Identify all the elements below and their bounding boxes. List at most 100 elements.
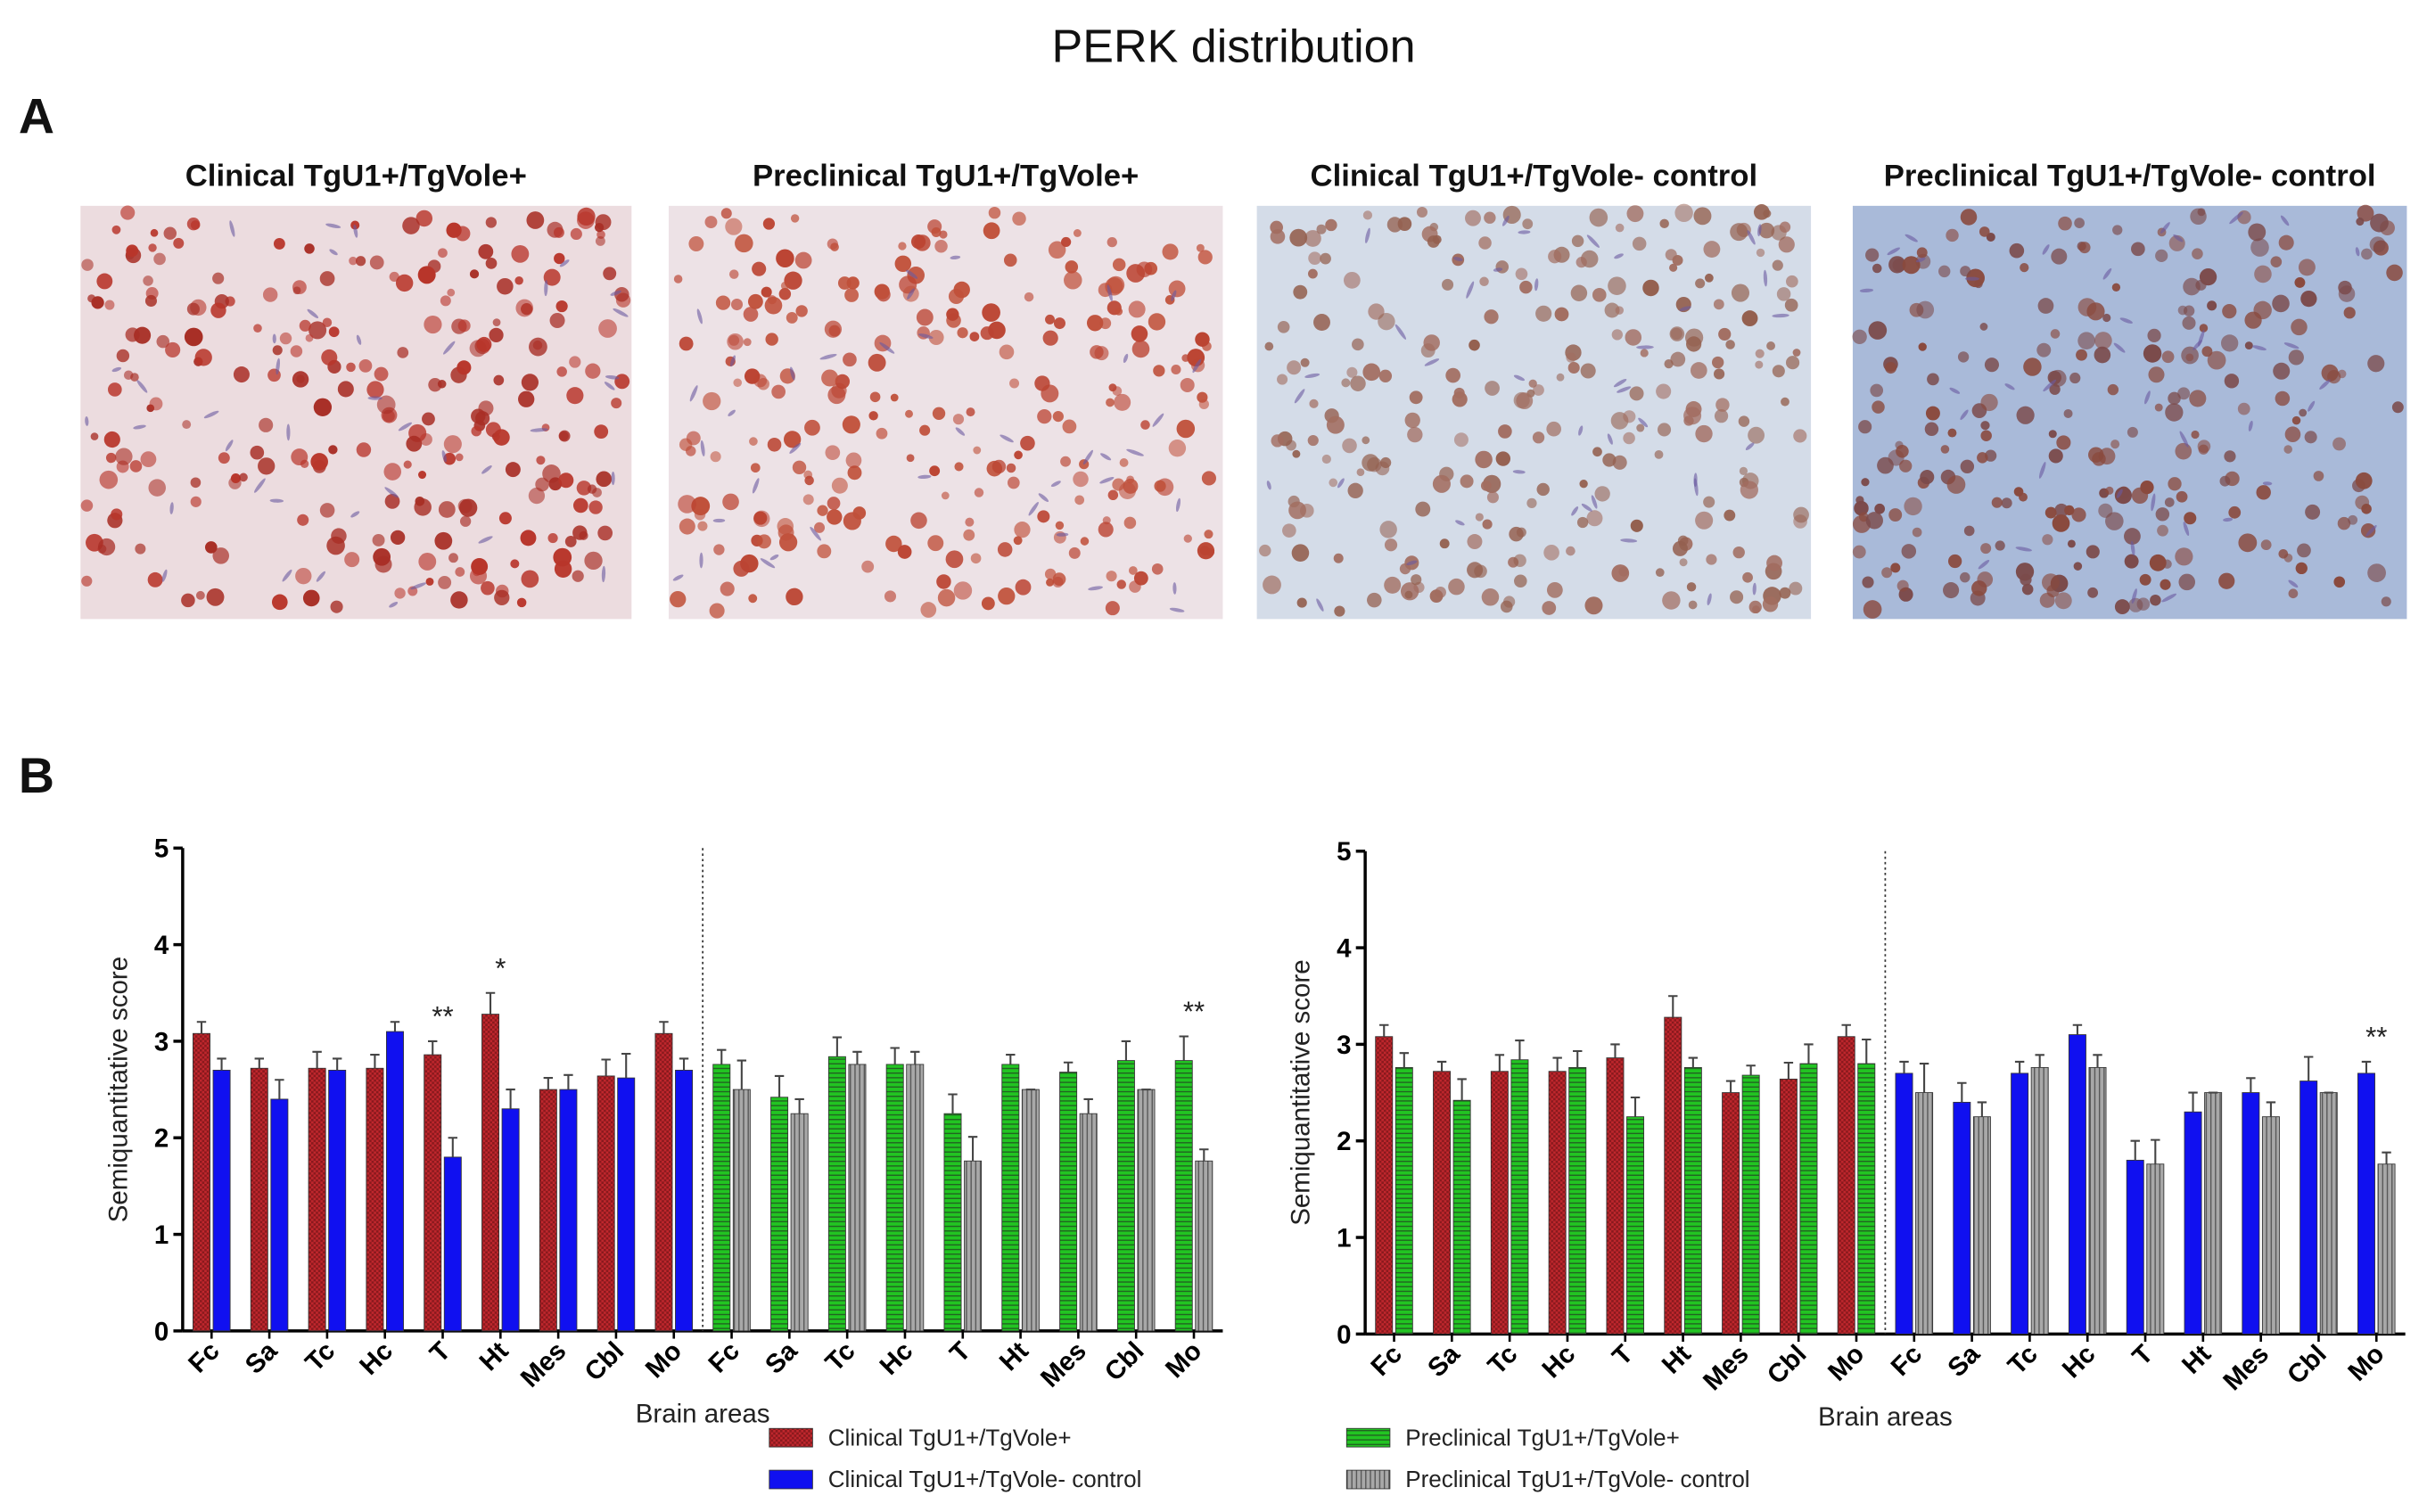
nucleus <box>688 236 704 251</box>
nucleus <box>438 248 448 259</box>
nucleus <box>295 567 312 585</box>
nucleus <box>447 288 456 297</box>
nucleus <box>1467 534 1483 550</box>
bar <box>1021 1089 1040 1332</box>
glial-cell <box>2102 267 2112 280</box>
glial-cell <box>1169 607 1185 612</box>
nucleus <box>1046 578 1055 587</box>
glial-cell <box>350 511 360 518</box>
nucleus <box>1065 260 1079 274</box>
nucleus <box>417 266 436 284</box>
nucleus <box>1282 523 1296 538</box>
nucleus <box>1779 587 1791 599</box>
nucleus <box>2076 349 2087 361</box>
glial-cell <box>789 442 802 454</box>
glial-cell <box>229 220 235 237</box>
glial-cell <box>2262 481 2273 486</box>
x-tick-label: Hc <box>2057 1339 2102 1384</box>
glial-cell <box>1493 267 1503 272</box>
nucleus <box>1674 203 1693 222</box>
glial-cell <box>1406 560 1418 566</box>
nucleus <box>305 333 314 342</box>
nucleus <box>2054 592 2072 610</box>
bar <box>1722 1092 1740 1335</box>
error-bar <box>1515 1040 1525 1060</box>
error-bar <box>2035 1054 2044 1068</box>
bar <box>2088 1066 2107 1335</box>
nucleus <box>450 591 468 609</box>
glial-cell <box>1088 586 1104 591</box>
nucleus <box>2107 383 2119 396</box>
nucleus <box>2056 435 2071 450</box>
nucleus <box>1863 600 1882 619</box>
glial-cell <box>1294 389 1305 404</box>
nucleus <box>1858 420 1872 434</box>
nucleus <box>1020 435 1035 451</box>
bar <box>1433 1071 1452 1335</box>
nucleus <box>1107 236 1117 248</box>
error-bar <box>1804 1043 1814 1064</box>
nucleus <box>594 424 609 440</box>
nucleus <box>144 294 157 307</box>
nucleus <box>1784 298 1798 312</box>
nucleus <box>1515 267 1528 281</box>
glial-cell <box>389 602 399 608</box>
x-tick-label: Fc <box>703 1336 745 1379</box>
glial-cell <box>1747 230 1756 245</box>
nucleus <box>2078 242 2091 254</box>
nucleus <box>1037 510 1050 523</box>
nucleus <box>1592 288 1607 302</box>
nucleus <box>1703 241 1721 258</box>
nucleus <box>1888 256 1906 274</box>
nucleus <box>957 327 968 339</box>
nucleus <box>1300 357 1310 367</box>
nucleus <box>494 589 510 606</box>
glial-cell <box>2144 390 2151 405</box>
nucleus <box>394 588 406 599</box>
glial-cell <box>282 569 292 582</box>
nucleus <box>273 238 285 250</box>
error-bar <box>1436 1060 1447 1072</box>
panel-label: B <box>19 748 54 803</box>
bar <box>539 1089 557 1332</box>
nucleus <box>165 341 181 358</box>
nucleus <box>730 299 744 311</box>
x-tick-label: Mes <box>1035 1336 1092 1393</box>
nucleus <box>181 593 195 608</box>
nucleus <box>1350 375 1366 391</box>
nucleus <box>1045 314 1055 325</box>
nucleus <box>457 498 473 514</box>
nucleus <box>1741 310 1758 326</box>
glial-cell <box>819 353 837 360</box>
glial-cell <box>699 552 703 569</box>
nucleus <box>553 226 564 238</box>
nucleus <box>752 261 767 276</box>
nucleus <box>874 284 890 300</box>
nucleus <box>443 452 457 465</box>
nucleus <box>2155 249 2168 262</box>
nucleus <box>2278 234 2294 251</box>
nucleus <box>1535 305 1552 322</box>
nucleus <box>2313 471 2324 481</box>
glial-cell <box>605 374 620 380</box>
y-tick-label: 3 <box>154 1027 169 1056</box>
nucleus <box>2023 357 2042 376</box>
glial-cell <box>398 422 413 431</box>
bar <box>212 1069 231 1332</box>
glial-cell <box>752 478 760 494</box>
nucleus <box>771 384 786 399</box>
error-bar <box>967 1136 978 1162</box>
legend-swatch <box>1345 1469 1391 1490</box>
glial-cell <box>1266 481 1271 490</box>
nucleus <box>577 211 595 229</box>
nucleus <box>802 494 814 505</box>
nucleus <box>1896 444 1909 458</box>
x-axis-label: Brain areas <box>636 1399 770 1428</box>
y-axis-label: Semiquantitative score <box>103 957 133 1222</box>
nucleus <box>1693 207 1712 226</box>
nucleus <box>1543 545 1559 561</box>
glial-cell <box>2179 431 2189 448</box>
nucleus <box>1872 400 1885 414</box>
micrograph <box>1852 204 2407 620</box>
nucleus <box>1341 378 1351 388</box>
